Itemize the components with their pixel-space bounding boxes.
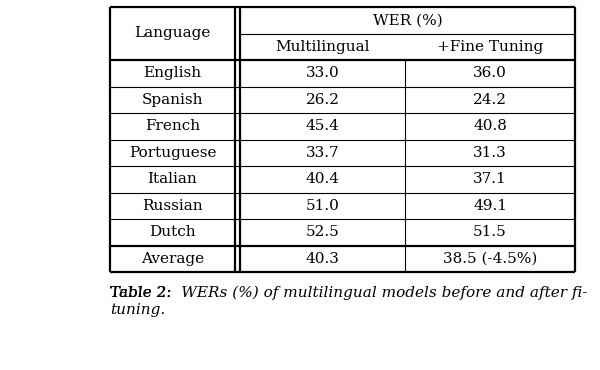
Text: 36.0: 36.0 [473, 66, 507, 80]
Text: +Fine Tuning: +Fine Tuning [437, 40, 543, 54]
Text: Spanish: Spanish [142, 93, 203, 107]
Text: Table 2:: Table 2: [110, 286, 172, 300]
Text: 45.4: 45.4 [305, 119, 340, 133]
Text: English: English [143, 66, 202, 80]
Text: 33.7: 33.7 [305, 146, 340, 160]
Text: Multilingual: Multilingual [275, 40, 370, 54]
Text: Dutch: Dutch [149, 225, 196, 239]
Text: 37.1: 37.1 [473, 172, 507, 186]
Text: 38.5 (-4.5%): 38.5 (-4.5%) [443, 252, 537, 266]
Text: Italian: Italian [148, 172, 197, 186]
Text: 40.3: 40.3 [305, 252, 340, 266]
Text: 49.1: 49.1 [473, 199, 507, 213]
Text: Portuguese: Portuguese [129, 146, 216, 160]
Text: 51.5: 51.5 [473, 225, 507, 239]
Text: 33.0: 33.0 [305, 66, 340, 80]
Text: Language: Language [134, 27, 211, 40]
Text: Average: Average [141, 252, 204, 266]
Text: 52.5: 52.5 [305, 225, 340, 239]
Text: 40.4: 40.4 [305, 172, 340, 186]
Text: 24.2: 24.2 [473, 93, 507, 107]
Text: Russian: Russian [142, 199, 203, 213]
Text: 51.0: 51.0 [305, 199, 340, 213]
Text: 26.2: 26.2 [305, 93, 340, 107]
Text: 40.8: 40.8 [473, 119, 507, 133]
Text: French: French [145, 119, 200, 133]
Text: Table 2:  WERs (%) of multilingual models before and after fi-
tuning.: Table 2: WERs (%) of multilingual models… [110, 286, 587, 317]
Text: 31.3: 31.3 [473, 146, 507, 160]
Text: WER (%): WER (%) [373, 13, 442, 27]
